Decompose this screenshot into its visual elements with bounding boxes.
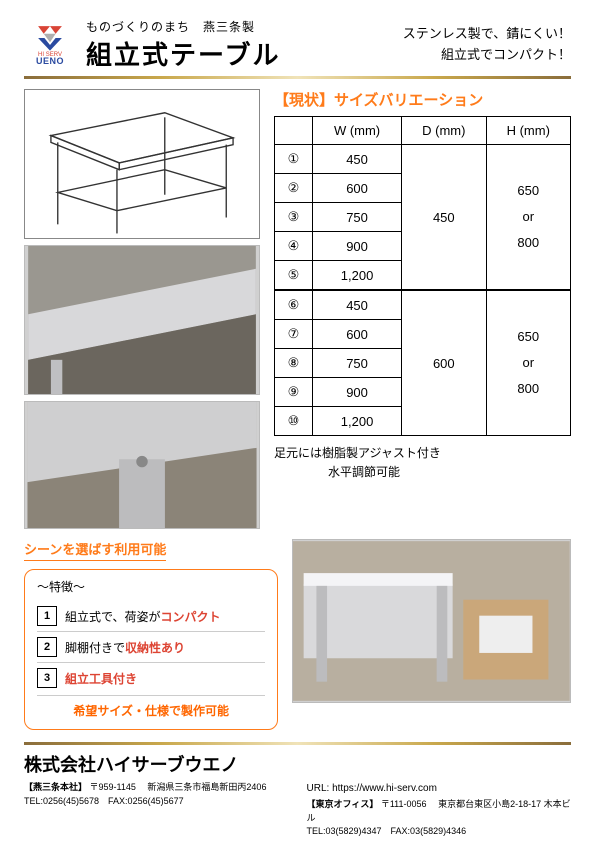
cell-d: 600 — [402, 290, 486, 436]
features-foot: 希望サイズ・仕様で製作可能 — [37, 695, 265, 719]
cell-w: 1,200 — [313, 407, 402, 436]
photo-table-top — [24, 245, 260, 395]
cell-w: 900 — [313, 378, 402, 407]
photo-bracket-detail — [24, 401, 260, 529]
divider-top — [24, 76, 571, 79]
title-block: ものづくりのまち 燕三条製 組立式テーブル — [86, 18, 393, 72]
size-section-title: 【現状】サイズバリエーション — [274, 89, 571, 110]
url-label: URL: — [307, 783, 330, 794]
right-column: 【現状】サイズバリエーション W (mm) D (mm) H (mm) ①450… — [274, 89, 571, 529]
features-box-head: ～特徴～ — [37, 578, 265, 595]
features-block: シーンを選ばす利用可能 ～特徴～ 1 組立式で、荷姿がコンパクト 2 脚棚付きで収納性… — [24, 539, 278, 730]
col-idx — [275, 117, 313, 145]
cell-idx: ⑩ — [275, 407, 313, 436]
cell-w: 750 — [313, 349, 402, 378]
cell-idx: ⑧ — [275, 349, 313, 378]
feature-text: 組立式で、荷姿がコンパクト — [65, 608, 221, 625]
logo-mark-icon — [36, 24, 64, 52]
cell-idx: ② — [275, 174, 313, 203]
cell-h: 650or800 — [486, 290, 570, 436]
office-tag: 【東京オフィス】 — [307, 799, 379, 809]
office-tag: 【燕三条本社】 — [24, 782, 87, 792]
cell-idx: ⑨ — [275, 378, 313, 407]
feature-number: 2 — [37, 637, 57, 657]
page-title: 組立式テーブル — [86, 35, 393, 72]
office-zip: 〒959-1145 — [90, 782, 136, 792]
note-line2: 水平調節可能 — [274, 463, 571, 482]
tagline-line1: ステンレス製で、錆にくい！ — [403, 24, 571, 45]
company-name: 株式会社ハイサーブウエノ — [24, 751, 571, 777]
feature-text: 脚棚付きで収納性あり — [65, 639, 185, 656]
cell-w: 750 — [313, 203, 402, 232]
header-row: HI SERV UENO ものづくりのまち 燕三条製 組立式テーブル ステンレス… — [24, 18, 571, 72]
feature-item: 3 組立工具付き — [37, 663, 265, 693]
logo: HI SERV UENO — [24, 18, 76, 66]
cell-w: 1,200 — [313, 261, 402, 291]
feature-item: 1 組立式で、荷姿がコンパクト — [37, 601, 265, 632]
cell-idx: ④ — [275, 232, 313, 261]
tagline-line2: 組立式でコンパクト！ — [403, 45, 571, 66]
office-hq: 【燕三条本社】 〒959-1145 新潟県三条市福島新田丙2406 TEL:02… — [24, 781, 289, 839]
feature-item: 2 脚棚付きで収納性あり — [37, 632, 265, 663]
office-tel: TEL:0256(45)5678 FAX:0256(45)5677 — [24, 795, 289, 809]
cell-w: 600 — [313, 174, 402, 203]
features-box: ～特徴～ 1 組立式で、荷姿がコンパクト 2 脚棚付きで収納性あり 3 組立工具付き 希望… — [24, 569, 278, 730]
office-zip: 〒111-0056 — [381, 799, 427, 809]
logo-bottom-text: UENO — [36, 56, 64, 66]
col-h: H (mm) — [486, 117, 570, 145]
table-row: ⑥450600650or800 — [275, 290, 571, 320]
cell-idx: ⑦ — [275, 320, 313, 349]
feature-text: 組立工具付き — [65, 670, 137, 687]
cell-w: 900 — [313, 232, 402, 261]
table-row: ①450450650or800 — [275, 145, 571, 174]
cell-w: 600 — [313, 320, 402, 349]
cell-d: 450 — [402, 145, 486, 291]
cell-w: 450 — [313, 145, 402, 174]
cell-h: 650or800 — [486, 145, 570, 291]
feature-number: 1 — [37, 606, 57, 626]
footer: 株式会社ハイサーブウエノ 【燕三条本社】 〒959-1145 新潟県三条市福島新… — [24, 742, 571, 839]
note-line1: 足元には樹脂製アジャスト付き — [274, 444, 571, 463]
office-tel: TEL:03(5829)4347 FAX:03(5829)4346 — [307, 825, 572, 839]
office-tokyo: URL: https://www.hi-serv.com 【東京オフィス】 〒1… — [307, 781, 572, 839]
lower-image — [292, 539, 571, 730]
table-header-row: W (mm) D (mm) H (mm) — [275, 117, 571, 145]
col-d: D (mm) — [402, 117, 486, 145]
cell-idx: ① — [275, 145, 313, 174]
cell-w: 450 — [313, 290, 402, 320]
cell-idx: ③ — [275, 203, 313, 232]
main-row: 【現状】サイズバリエーション W (mm) D (mm) H (mm) ①450… — [24, 89, 571, 529]
left-image-column — [24, 89, 260, 529]
subtitle: ものづくりのまち 燕三条製 — [86, 18, 393, 35]
url-value: https://www.hi-serv.com — [332, 783, 437, 794]
adjust-note: 足元には樹脂製アジャスト付き 水平調節可能 — [274, 444, 571, 482]
tagline: ステンレス製で、錆にくい！ 組立式でコンパクト！ — [403, 18, 571, 66]
col-w: W (mm) — [313, 117, 402, 145]
lower-row: シーンを選ばす利用可能 ～特徴～ 1 組立式で、荷姿がコンパクト 2 脚棚付きで収納性… — [24, 539, 571, 730]
photo-boxed-product — [292, 539, 571, 703]
cell-idx: ⑤ — [275, 261, 313, 291]
feature-number: 3 — [37, 668, 57, 688]
office-addr: 新潟県三条市福島新田丙2406 — [147, 782, 266, 792]
cell-idx: ⑥ — [275, 290, 313, 320]
line-drawing-table — [24, 89, 260, 239]
footer-columns: 【燕三条本社】 〒959-1145 新潟県三条市福島新田丙2406 TEL:02… — [24, 781, 571, 839]
features-heading: シーンを選ばす利用可能 — [24, 539, 166, 561]
size-table: W (mm) D (mm) H (mm) ①450450650or800②600… — [274, 116, 571, 436]
divider-bottom — [24, 742, 571, 745]
